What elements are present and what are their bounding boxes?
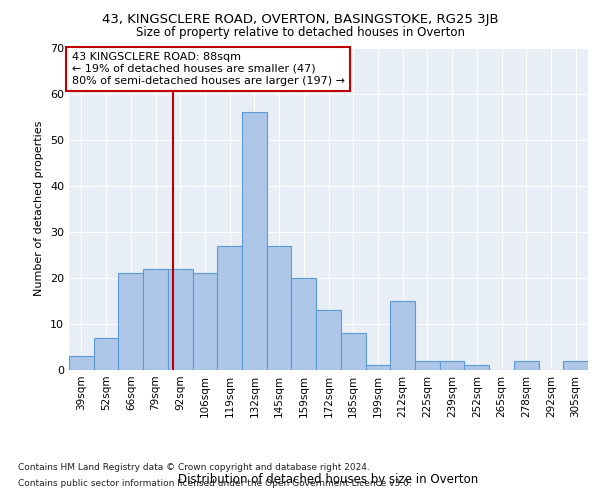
Bar: [415, 361, 440, 370]
Bar: [390, 301, 415, 370]
Bar: [514, 361, 539, 370]
Bar: [69, 356, 94, 370]
Bar: [118, 273, 143, 370]
Bar: [193, 273, 217, 370]
Bar: [242, 112, 267, 370]
Bar: [464, 366, 489, 370]
Bar: [267, 246, 292, 370]
Y-axis label: Number of detached properties: Number of detached properties: [34, 121, 44, 296]
Text: Contains public sector information licensed under the Open Government Licence v3: Contains public sector information licen…: [18, 478, 412, 488]
Bar: [143, 268, 168, 370]
Bar: [94, 338, 118, 370]
Bar: [316, 310, 341, 370]
Text: 43 KINGSCLERE ROAD: 88sqm
← 19% of detached houses are smaller (47)
80% of semi-: 43 KINGSCLERE ROAD: 88sqm ← 19% of detac…: [71, 52, 344, 86]
Bar: [168, 268, 193, 370]
Bar: [365, 366, 390, 370]
Bar: [563, 361, 588, 370]
X-axis label: Distribution of detached houses by size in Overton: Distribution of detached houses by size …: [178, 472, 479, 486]
Text: Contains HM Land Registry data © Crown copyright and database right 2024.: Contains HM Land Registry data © Crown c…: [18, 464, 370, 472]
Bar: [217, 246, 242, 370]
Bar: [292, 278, 316, 370]
Text: Size of property relative to detached houses in Overton: Size of property relative to detached ho…: [136, 26, 464, 39]
Text: 43, KINGSCLERE ROAD, OVERTON, BASINGSTOKE, RG25 3JB: 43, KINGSCLERE ROAD, OVERTON, BASINGSTOK…: [101, 12, 499, 26]
Bar: [440, 361, 464, 370]
Bar: [341, 333, 365, 370]
